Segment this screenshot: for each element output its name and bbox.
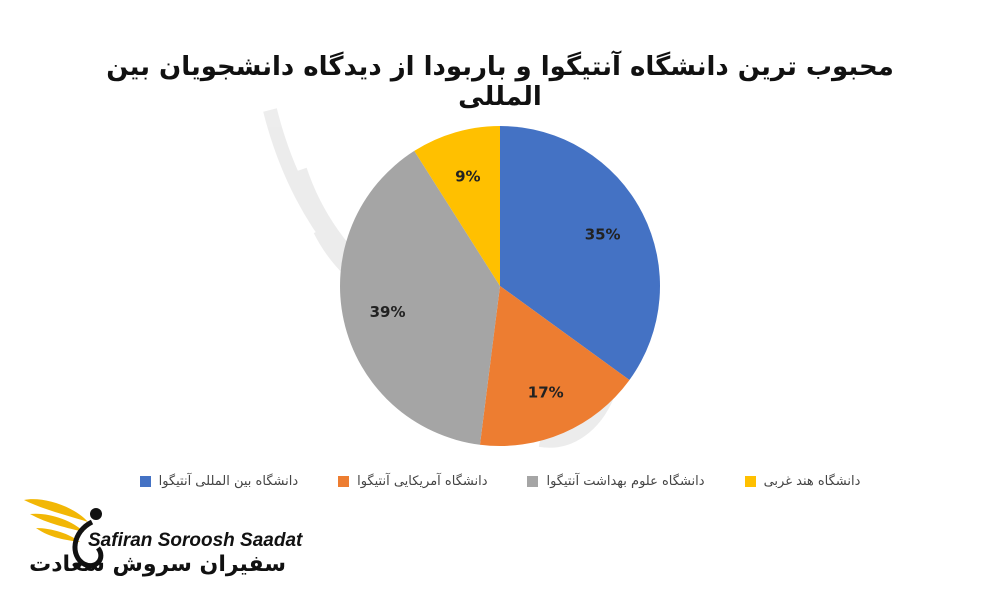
slice-label-4: 9% [455, 167, 480, 185]
pie-slice-3 [340, 150, 500, 445]
legend-swatch [139, 476, 151, 487]
legend-item-3: دانشگاه علوم بهداشت آنتیگوا [527, 474, 705, 489]
slice-label-1: 35% [585, 226, 621, 244]
chart-title: محبوب ترین دانشگاه آنتیگوا و باربودا از … [106, 52, 894, 112]
legend-swatch [527, 476, 539, 487]
legend-label: دانشگاه آمریکایی آنتیگوا [357, 474, 488, 489]
brand-name-fa: سفیران سروش سعادت [29, 552, 286, 577]
legend-item-2: دانشگاه آمریکایی آنتیگوا [338, 474, 487, 489]
legend-swatch [744, 476, 756, 487]
slice-label-2: 17% [528, 384, 564, 402]
slice-label-3: 39% [370, 303, 406, 321]
legend-label: دانشگاه بین المللی آنتیگوا [158, 474, 299, 489]
legend-item-4: دانشگاه هند غربی [744, 474, 861, 489]
swan-icon [72, 508, 104, 568]
pie-slice-1 [500, 126, 660, 381]
wing-icon [24, 499, 88, 542]
brand-name-en: Safiran Soroosh Saadat [88, 530, 303, 551]
pie-slice-4 [414, 126, 500, 286]
legend-item-1: دانشگاه بین المللی آنتیگوا [139, 474, 299, 489]
legend-swatch [338, 476, 350, 487]
legend-label: دانشگاه هند غربی [763, 474, 861, 489]
legend-label: دانشگاه علوم بهداشت آنتیگوا [546, 474, 705, 489]
pie-slice-2 [479, 286, 630, 447]
brand-logo [24, 499, 104, 568]
chart-legend: دانشگاه بین المللی آنتیگوا دانشگاه آمریکا… [100, 474, 900, 489]
